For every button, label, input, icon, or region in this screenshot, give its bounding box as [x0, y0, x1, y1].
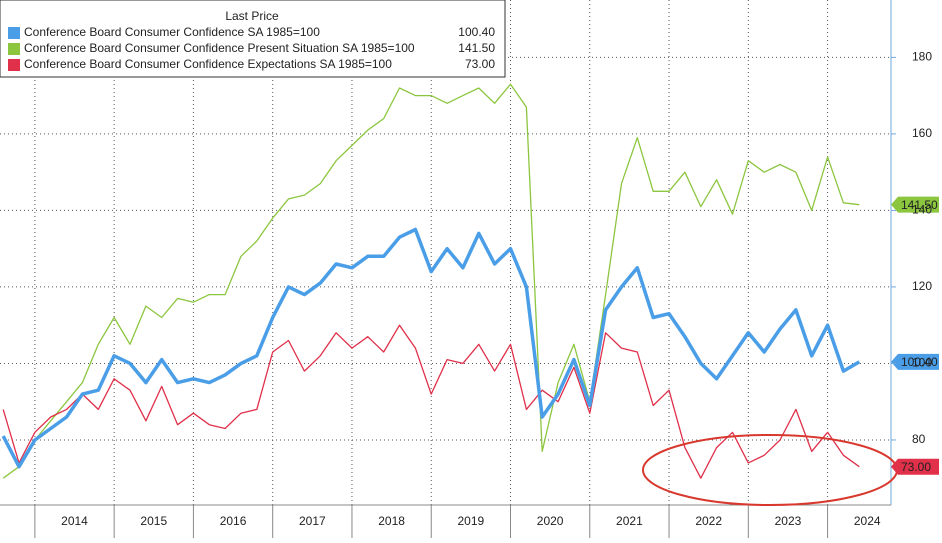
last-value-tag	[891, 458, 939, 475]
legend-swatch	[8, 59, 20, 71]
x-tick-label: 2021	[616, 514, 643, 528]
axis-labels: 80 100 120 140 160 180 2014 2015 2016 2017 2018 201…	[34, 50, 932, 538]
last-value-label: 100.40	[901, 355, 938, 369]
last-value-label: 141.50	[901, 198, 938, 212]
legend: Last Price Conference Board Consumer Con…	[0, 0, 506, 78]
grid	[0, 0, 891, 505]
last-value-tag	[891, 353, 939, 370]
y-tick-label: 180	[912, 50, 932, 64]
y-tick-label: 160	[912, 126, 932, 140]
legend-label: Conference Board Consumer Confidence SA …	[24, 25, 320, 39]
series-line	[2, 324, 860, 479]
series-line	[1, 227, 861, 469]
x-tick-label: 2023	[775, 514, 802, 528]
x-tick-label: 2016	[220, 514, 247, 528]
lines	[1, 83, 861, 479]
x-tick-label: 2022	[695, 514, 722, 528]
legend-value: 100.40	[458, 25, 495, 39]
last-value-label: 73.00	[901, 460, 931, 474]
y-tick-label: 80	[912, 432, 926, 446]
legend-header: Last Price	[225, 9, 279, 23]
y-tick-label: 100	[912, 356, 932, 370]
x-tick-label: 2015	[140, 514, 167, 528]
legend-value: 73.00	[465, 57, 495, 71]
x-tick-label: 2020	[537, 514, 564, 528]
x-tick-label: 2019	[458, 514, 485, 528]
y-tick-label: 120	[912, 279, 932, 293]
series-line	[2, 83, 860, 479]
legend-box	[0, 0, 506, 78]
tags: 100.40 141.50 73.00	[891, 196, 939, 475]
legend-label: Conference Board Consumer Confidence Exp…	[24, 57, 392, 71]
y-tick-label: 140	[912, 203, 932, 217]
x-tick-label: 2014	[61, 514, 88, 528]
x-tick-label: 2017	[299, 514, 326, 528]
legend-label: Conference Board Consumer Confidence Pre…	[24, 41, 415, 55]
last-value-tag	[891, 196, 939, 213]
legend-value: 141.50	[458, 41, 495, 55]
x-tick-label: 2018	[378, 514, 405, 528]
x-tick-label: 2024	[854, 514, 881, 528]
legend-swatch	[8, 43, 20, 55]
legend-swatch	[8, 27, 20, 39]
